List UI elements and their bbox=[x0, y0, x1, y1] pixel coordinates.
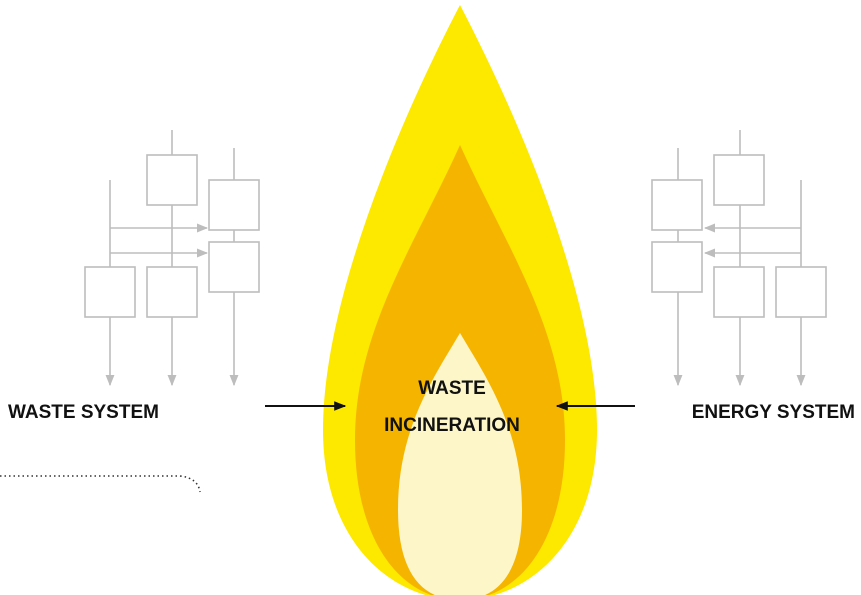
incineration-label: INCINERATION bbox=[384, 415, 520, 436]
waste-system-label: WASTE SYSTEM bbox=[8, 402, 159, 423]
energy-system-label: ENERGY SYSTEM bbox=[692, 402, 855, 423]
waste-flowchart bbox=[84, 130, 260, 387]
incineration-label: WASTE bbox=[418, 378, 486, 399]
dotted-line bbox=[0, 475, 201, 493]
energy-flowchart bbox=[651, 130, 827, 387]
flame bbox=[323, 5, 597, 595]
